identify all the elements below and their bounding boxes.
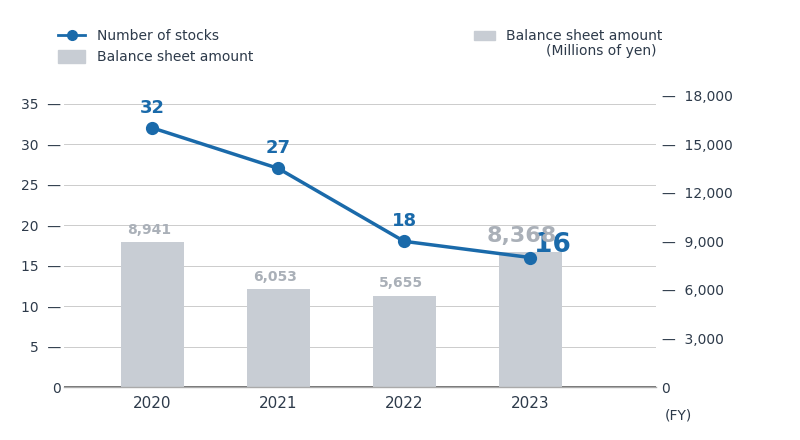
Bar <box>498 252 562 387</box>
Text: (FY): (FY) <box>665 409 692 423</box>
Text: 18: 18 <box>391 212 417 230</box>
Text: 5,655: 5,655 <box>379 276 423 290</box>
Bar <box>121 242 184 387</box>
Legend: Balance sheet amount: Balance sheet amount <box>469 24 668 49</box>
Text: 8,941: 8,941 <box>127 223 171 237</box>
Legend: Number of stocks, Balance sheet amount: Number of stocks, Balance sheet amount <box>52 24 258 70</box>
Text: 6,053: 6,053 <box>254 270 298 283</box>
Text: 16: 16 <box>534 231 570 257</box>
Text: 32: 32 <box>140 99 165 117</box>
Text: 8,368: 8,368 <box>486 226 557 246</box>
Text: 27: 27 <box>266 139 290 157</box>
Text: (Millions of yen): (Millions of yen) <box>546 44 656 58</box>
Bar <box>246 289 310 387</box>
Bar <box>373 296 435 387</box>
